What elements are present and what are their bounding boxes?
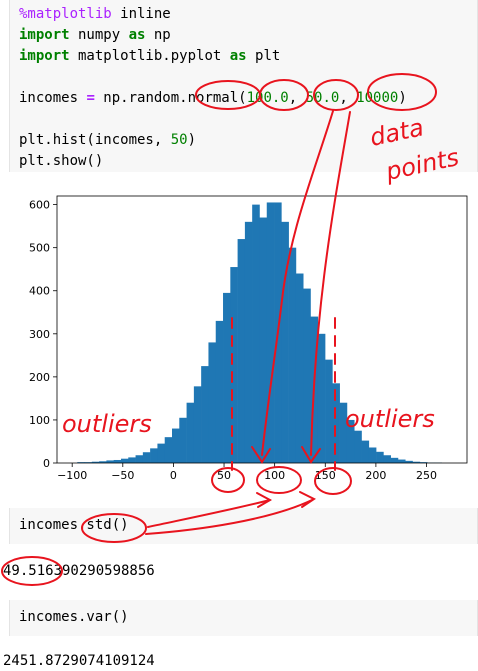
code-token [19,111,27,127]
histogram-bar [194,386,202,463]
histogram-bar [362,441,370,463]
code-cell-3-source: incomes.var() [19,607,129,628]
histogram-bar [216,321,224,463]
histogram-bar [318,334,326,463]
code-token: ) [398,90,406,106]
code-token: import [19,48,70,64]
code-token: 50.0 [306,90,340,106]
histogram-bar [310,317,318,463]
code-token: plt.hist(incomes, [19,132,171,148]
histogram-bar [376,452,384,463]
histogram-bar [172,429,180,463]
code-token: numpy [70,27,129,43]
y-tick-label: 400 [29,285,50,298]
x-tick-label: −50 [111,469,134,482]
code-token: 50 [171,132,188,148]
histogram-bar [354,431,362,463]
x-tick-label: 150 [315,469,336,482]
histogram-bar [252,205,260,463]
histogram-bar [340,403,348,463]
histogram-bar [347,420,355,463]
histogram-bar [391,458,399,463]
histogram-bar [274,202,282,463]
code-token: plt [247,48,281,64]
histogram-bar [143,452,151,463]
histogram-bar [303,289,311,463]
histogram-bar [238,239,246,463]
histogram-bar [267,202,275,463]
code-token: 10000 [356,90,398,106]
code-cell-2[interactable]: incomes.std() [9,508,478,544]
code-token: np [145,27,170,43]
code-line: import numpy as np [19,25,407,46]
x-tick-label: 200 [365,469,386,482]
code-line: %matplotlib inline [19,4,407,25]
code-token: ) [188,132,196,148]
histogram-bar [369,447,377,463]
code-cell-2-source: incomes.std() [19,515,129,536]
x-tick-label: −100 [57,469,87,482]
histogram-bar [223,293,231,463]
code-token: np.random.normal( [95,90,247,106]
code-line: import matplotlib.pyplot as plt [19,46,407,67]
output-std: 49.51639029059885​6 [3,561,155,581]
code-token: , [339,90,356,106]
y-tick-label: 200 [29,371,50,384]
code-token: plt.show() [19,153,103,169]
histogram-bar [259,218,267,463]
code-cell-3[interactable]: incomes.var() [9,600,478,636]
histogram-bar [187,403,195,463]
y-tick-label: 0 [43,457,50,470]
code-token: import [19,27,70,43]
code-token: 100.0 [247,90,289,106]
histogram-bar [128,457,136,463]
x-tick-label: 100 [264,469,285,482]
code-token: = [86,90,94,106]
code-token: %matplotlib [19,6,112,22]
code-line [19,67,407,88]
y-tick-label: 500 [29,242,50,255]
code-token: inline [112,6,171,22]
code-line [19,109,407,130]
histogram-bar [150,448,158,463]
output-var: 2451.8729074109124 [3,651,155,671]
histogram-bar [230,267,238,463]
histogram-chart: −100 −50 0 50 100 150 200 250 0 100 200 300 400 500 60… [0,180,478,490]
histogram-bar [114,460,122,463]
histogram-bar [325,360,333,463]
code-line: incomes = np.random.normal(100.0, 50.0, … [19,88,407,109]
histogram-bar [201,366,209,463]
histogram-bar [398,460,406,463]
y-tick-label: 600 [29,199,50,212]
histogram-bar [289,248,297,463]
code-token [19,69,27,85]
histogram-bar [208,342,216,463]
code-token: as [230,48,247,64]
code-line: plt.hist(incomes, 50) [19,130,407,151]
y-tick-label: 100 [29,414,50,427]
code-token: matplotlib.pyplot [70,48,230,64]
x-tick-label: 250 [416,469,437,482]
code-token: , [289,90,306,106]
histogram-bar [157,444,165,463]
histogram-bar [165,437,173,463]
histogram-bar [383,455,391,463]
x-tick-label: 50 [217,469,231,482]
code-token: incomes [19,90,86,106]
x-tick-label: 0 [170,469,177,482]
histogram-bar [332,383,340,463]
histogram-bar [121,459,129,463]
code-token: as [129,27,146,43]
histogram-bar [245,222,253,463]
histogram-bar [296,274,304,463]
histogram-bar [136,455,144,463]
histogram-bar [179,418,187,463]
histogram-bar [281,222,289,463]
code-line: plt.show() [19,151,407,172]
y-tick-label: 300 [29,328,50,341]
